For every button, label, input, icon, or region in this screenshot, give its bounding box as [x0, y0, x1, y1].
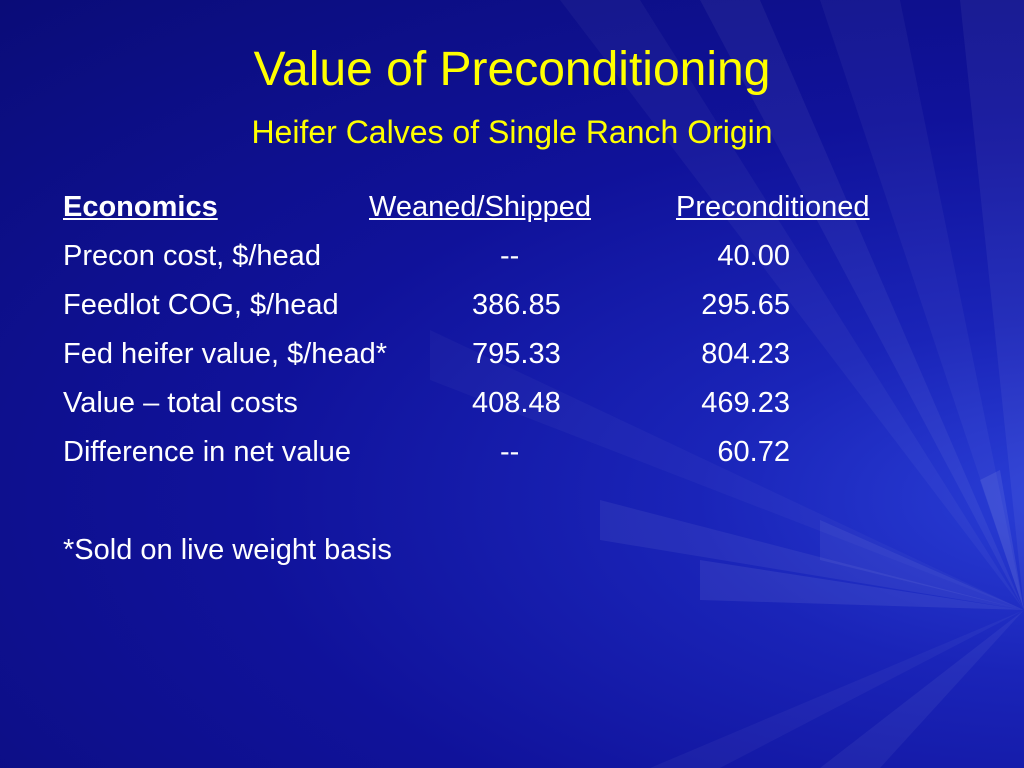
row-weaned-value: 408.48: [472, 387, 561, 419]
row-label: Value – total costs: [63, 387, 298, 419]
row-precon-value: 469.23: [701, 387, 790, 419]
header-economics: Economics: [63, 191, 218, 223]
row-weaned-value: --: [500, 240, 520, 272]
row-label: Precon cost, $/head: [63, 240, 321, 272]
row-precon-value: 804.23: [701, 338, 790, 370]
row-label: Difference in net value: [63, 436, 352, 468]
row-weaned-value: --: [500, 436, 520, 468]
row-weaned-value: 386.85: [472, 289, 561, 321]
row-weaned-value: 795.33: [472, 338, 561, 370]
slide-title: Value of Preconditioning: [253, 43, 771, 96]
row-label: Feedlot COG, $/head: [63, 289, 339, 321]
footnote: *Sold on live weight basis: [63, 534, 392, 566]
row-label: Fed heifer value, $/head*: [63, 338, 388, 370]
header-preconditioned: Preconditioned: [676, 191, 870, 223]
row-precon-value: 60.72: [717, 436, 790, 468]
slide-subtitle: Heifer Calves of Single Ranch Origin: [251, 114, 773, 150]
header-weaned-shipped: Weaned/Shipped: [369, 191, 591, 223]
row-precon-value: 40.00: [717, 240, 790, 272]
row-precon-value: 295.65: [701, 289, 790, 321]
